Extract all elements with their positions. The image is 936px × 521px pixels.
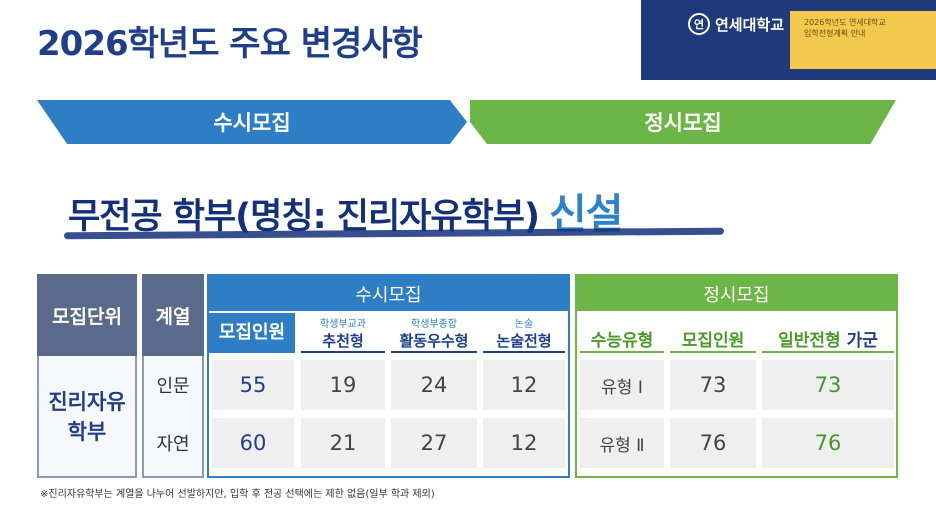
jeongsi-col-suffix: 가군 <box>846 331 878 351</box>
header-note: 2026학년도 연세대학교 입학전형계획 안내 <box>790 11 936 69</box>
header-note-line2: 입학전형계획 안내 <box>804 29 866 38</box>
jeongsi-banner: 정시모집 <box>470 100 896 144</box>
table-cell: 24 <box>391 360 477 410</box>
logo-text: 연세대학교 <box>715 15 785 34</box>
susi-col-header: 모집인원 <box>209 313 295 353</box>
table-cell: 유형 Ⅰ <box>580 360 664 410</box>
series-cell: 자연 <box>156 434 190 455</box>
table-cell: 73 <box>670 360 756 410</box>
unit-header: 모집단위 <box>37 274 137 356</box>
susi-col-header: 논술 논술전형 <box>483 313 565 353</box>
susi-col-small: 학생부교과 <box>320 319 366 330</box>
seal-icon: 연 <box>688 13 710 35</box>
table-cell: 55 <box>212 360 294 410</box>
unit-name: 진리자유 학부 <box>37 356 137 478</box>
jeongsi-col-main: 모집인원 <box>681 331 745 351</box>
jeongsi-col-header: 일반전형 가군 <box>762 313 894 353</box>
jeongsi-col-main: 수능유형 <box>590 331 654 351</box>
susi-col-small: 논술 <box>514 319 534 330</box>
unit-name-line1: 진리자유 <box>48 390 126 414</box>
table-cell: 73 <box>762 360 894 410</box>
susi-col-main: 모집인원 <box>218 322 286 343</box>
susi-col-header: 학생부종합 활동우수형 <box>391 313 477 353</box>
table-cell: 유형 Ⅱ <box>580 418 664 468</box>
table-cell: 12 <box>483 360 565 410</box>
table-cell: 76 <box>762 418 894 468</box>
susi-banner: 수시모집 <box>37 100 467 144</box>
susi-col-main: 추천형 <box>322 332 364 350</box>
jeongsi-col-main: 일반전형 <box>778 331 841 351</box>
university-logo: 연 연세대학교 <box>688 13 784 35</box>
unit-name-line2: 학부 <box>67 420 107 444</box>
table-cell: 60 <box>212 418 294 468</box>
table-cell: 76 <box>670 418 756 468</box>
susi-col-main: 활동우수형 <box>399 332 469 350</box>
susi-col-small: 학생부종합 <box>411 319 457 330</box>
susi-col-header: 학생부교과 추천형 <box>301 313 385 353</box>
header-note-line1: 2026학년도 연세대학교 <box>804 18 886 27</box>
jeongsi-col-header: 모집인원 <box>670 313 756 353</box>
table-cell: 21 <box>301 418 385 468</box>
table-cell: 27 <box>391 418 477 468</box>
jeongsi-col-header: 수능유형 <box>580 313 664 353</box>
series-header: 계열 <box>142 274 204 356</box>
susi-col-main: 논술전형 <box>496 332 552 350</box>
series-cell: 인문 <box>156 376 190 397</box>
footnote: ※진리자유학부는 계열을 나누어 선발하지만, 입학 후 전공 선택에는 제한 … <box>40 489 435 500</box>
table-cell: 19 <box>301 360 385 410</box>
susi-table-header: 수시모집 <box>209 276 568 311</box>
page-title: 2026학년도 주요 변경사항 <box>37 24 423 64</box>
jeongsi-table-header: 정시모집 <box>577 276 896 311</box>
table-cell: 12 <box>483 418 565 468</box>
